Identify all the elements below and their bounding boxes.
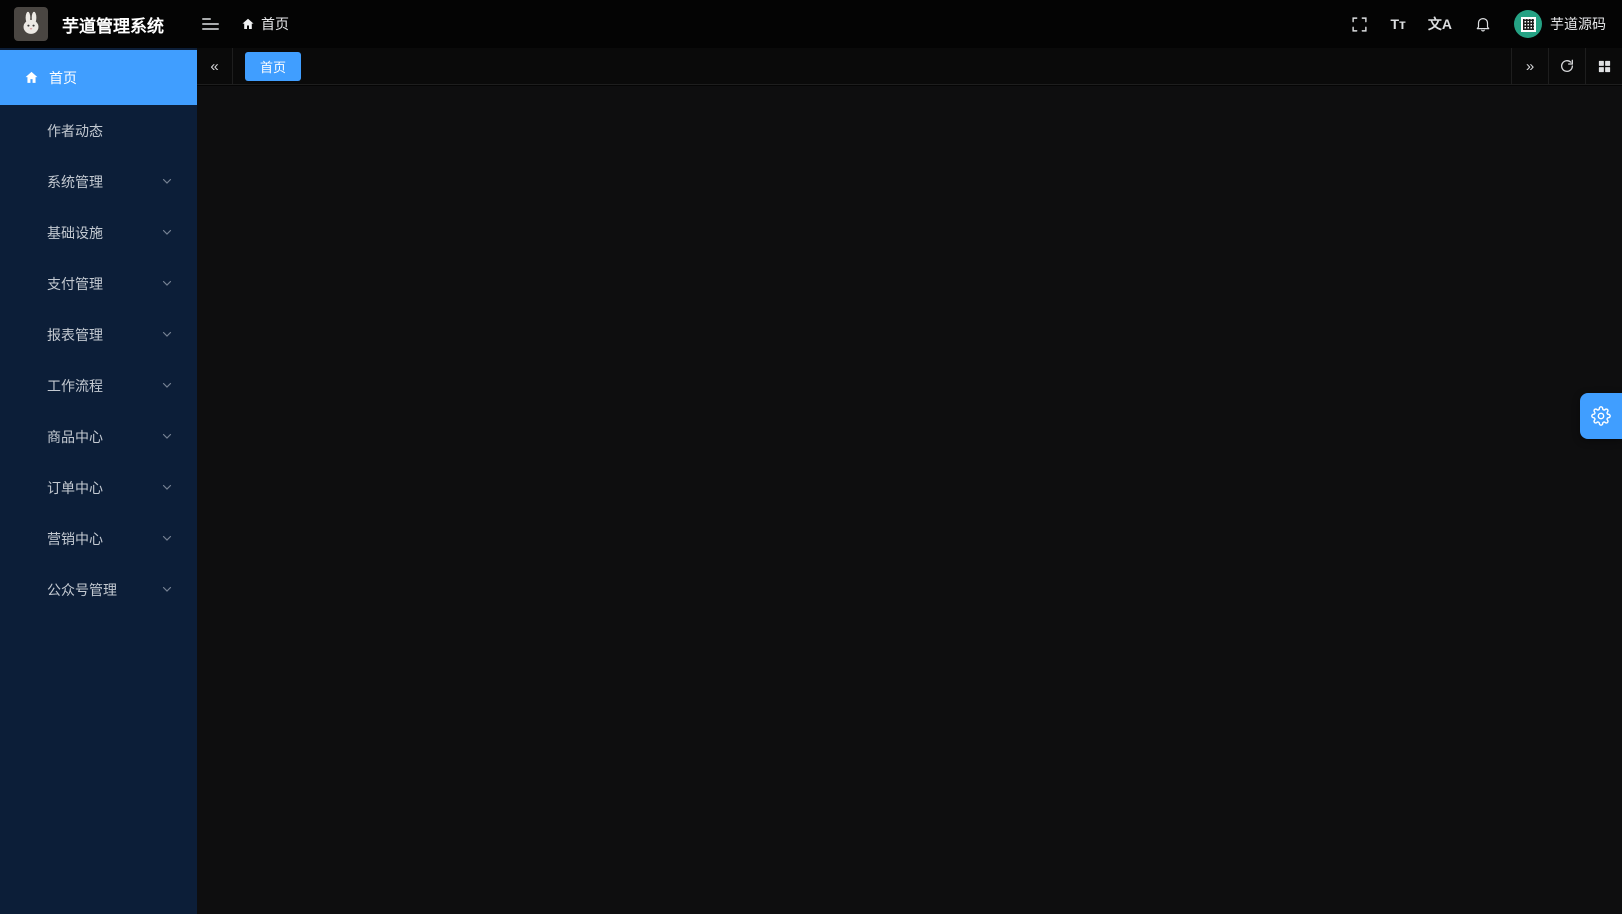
sidebar-item-label: 基础设施 <box>47 224 103 241</box>
main-content <box>197 86 1622 914</box>
layout-grid-icon[interactable] <box>1585 48 1622 84</box>
user-name: 芋道源码 <box>1550 16 1606 32</box>
sidebar-item[interactable]: 作者动态 <box>0 105 197 156</box>
chevron-down-icon <box>161 429 173 445</box>
home-icon <box>241 17 255 31</box>
tabs-scroll-right-button[interactable]: » <box>1511 48 1548 84</box>
sidebar-item[interactable]: 公众号管理 <box>0 564 197 615</box>
user-avatar <box>1514 10 1542 38</box>
user-menu[interactable]: 芋道源码 <box>1514 10 1606 38</box>
gear-icon <box>1591 406 1611 426</box>
chevron-down-icon <box>161 378 173 394</box>
tab-home[interactable]: 首页 <box>245 51 302 81</box>
sidebar-item[interactable]: 系统管理 <box>0 156 197 207</box>
sidebar-item-label: 报表管理 <box>47 326 103 343</box>
app-header: 芋道管理系统 首页 Tт 文A 芋道源码 <box>0 0 1622 48</box>
sidebar-item-label: 作者动态 <box>47 122 103 139</box>
sidebar-item-label: 商品中心 <box>47 428 103 445</box>
app-logo <box>14 7 48 41</box>
sidebar: 首页 作者动态 系统管理 <box>0 48 197 914</box>
sidebar-item-label: 首页 <box>49 69 77 86</box>
app-title: 芋道管理系统 <box>62 16 164 36</box>
breadcrumb-home: 首页 <box>261 16 289 32</box>
tabs-scroll-left-button[interactable]: « <box>197 48 233 84</box>
chevron-down-icon <box>161 531 173 547</box>
tab-bar: « 首页 » <box>197 48 1622 85</box>
notifications-bell-icon[interactable] <box>1474 15 1492 33</box>
breadcrumb[interactable]: 首页 <box>241 14 289 34</box>
refresh-icon[interactable] <box>1548 48 1585 84</box>
sidebar-item[interactable]: 基础设施 <box>0 207 197 258</box>
sidebar-item-label: 公众号管理 <box>47 581 117 598</box>
sidebar-item[interactable]: 商品中心 <box>0 411 197 462</box>
sidebar-item[interactable]: 首页 <box>0 50 197 105</box>
rabbit-logo-icon <box>23 11 39 34</box>
chevron-down-icon <box>161 480 173 496</box>
sidebar-item-label: 订单中心 <box>47 479 103 496</box>
font-size-icon[interactable]: Tт <box>1390 16 1406 32</box>
chevron-down-icon <box>161 174 173 190</box>
fullscreen-icon[interactable] <box>1351 16 1368 33</box>
sidebar-item-label: 工作流程 <box>47 377 103 394</box>
sidebar-item-label: 系统管理 <box>47 173 103 190</box>
chevron-down-icon <box>161 582 173 598</box>
sidebar-menu: 首页 作者动态 系统管理 <box>0 50 197 615</box>
chevron-down-icon <box>161 327 173 343</box>
sidebar-item-label: 支付管理 <box>47 275 103 292</box>
sidebar-item[interactable]: 报表管理 <box>0 309 197 360</box>
sidebar-item[interactable]: 工作流程 <box>0 360 197 411</box>
chevron-down-icon <box>161 276 173 292</box>
sidebar-item[interactable]: 营销中心 <box>0 513 197 564</box>
settings-gear-button[interactable] <box>1580 393 1622 439</box>
chevron-down-icon <box>161 225 173 241</box>
sidebar-item-label: 营销中心 <box>47 530 103 547</box>
language-icon[interactable]: 文A <box>1427 16 1452 32</box>
home-icon <box>24 70 39 85</box>
menu-collapse-icon[interactable] <box>202 18 219 30</box>
tabs: 首页 <box>245 51 1511 81</box>
sidebar-item[interactable]: 订单中心 <box>0 462 197 513</box>
sidebar-item[interactable]: 支付管理 <box>0 258 197 309</box>
